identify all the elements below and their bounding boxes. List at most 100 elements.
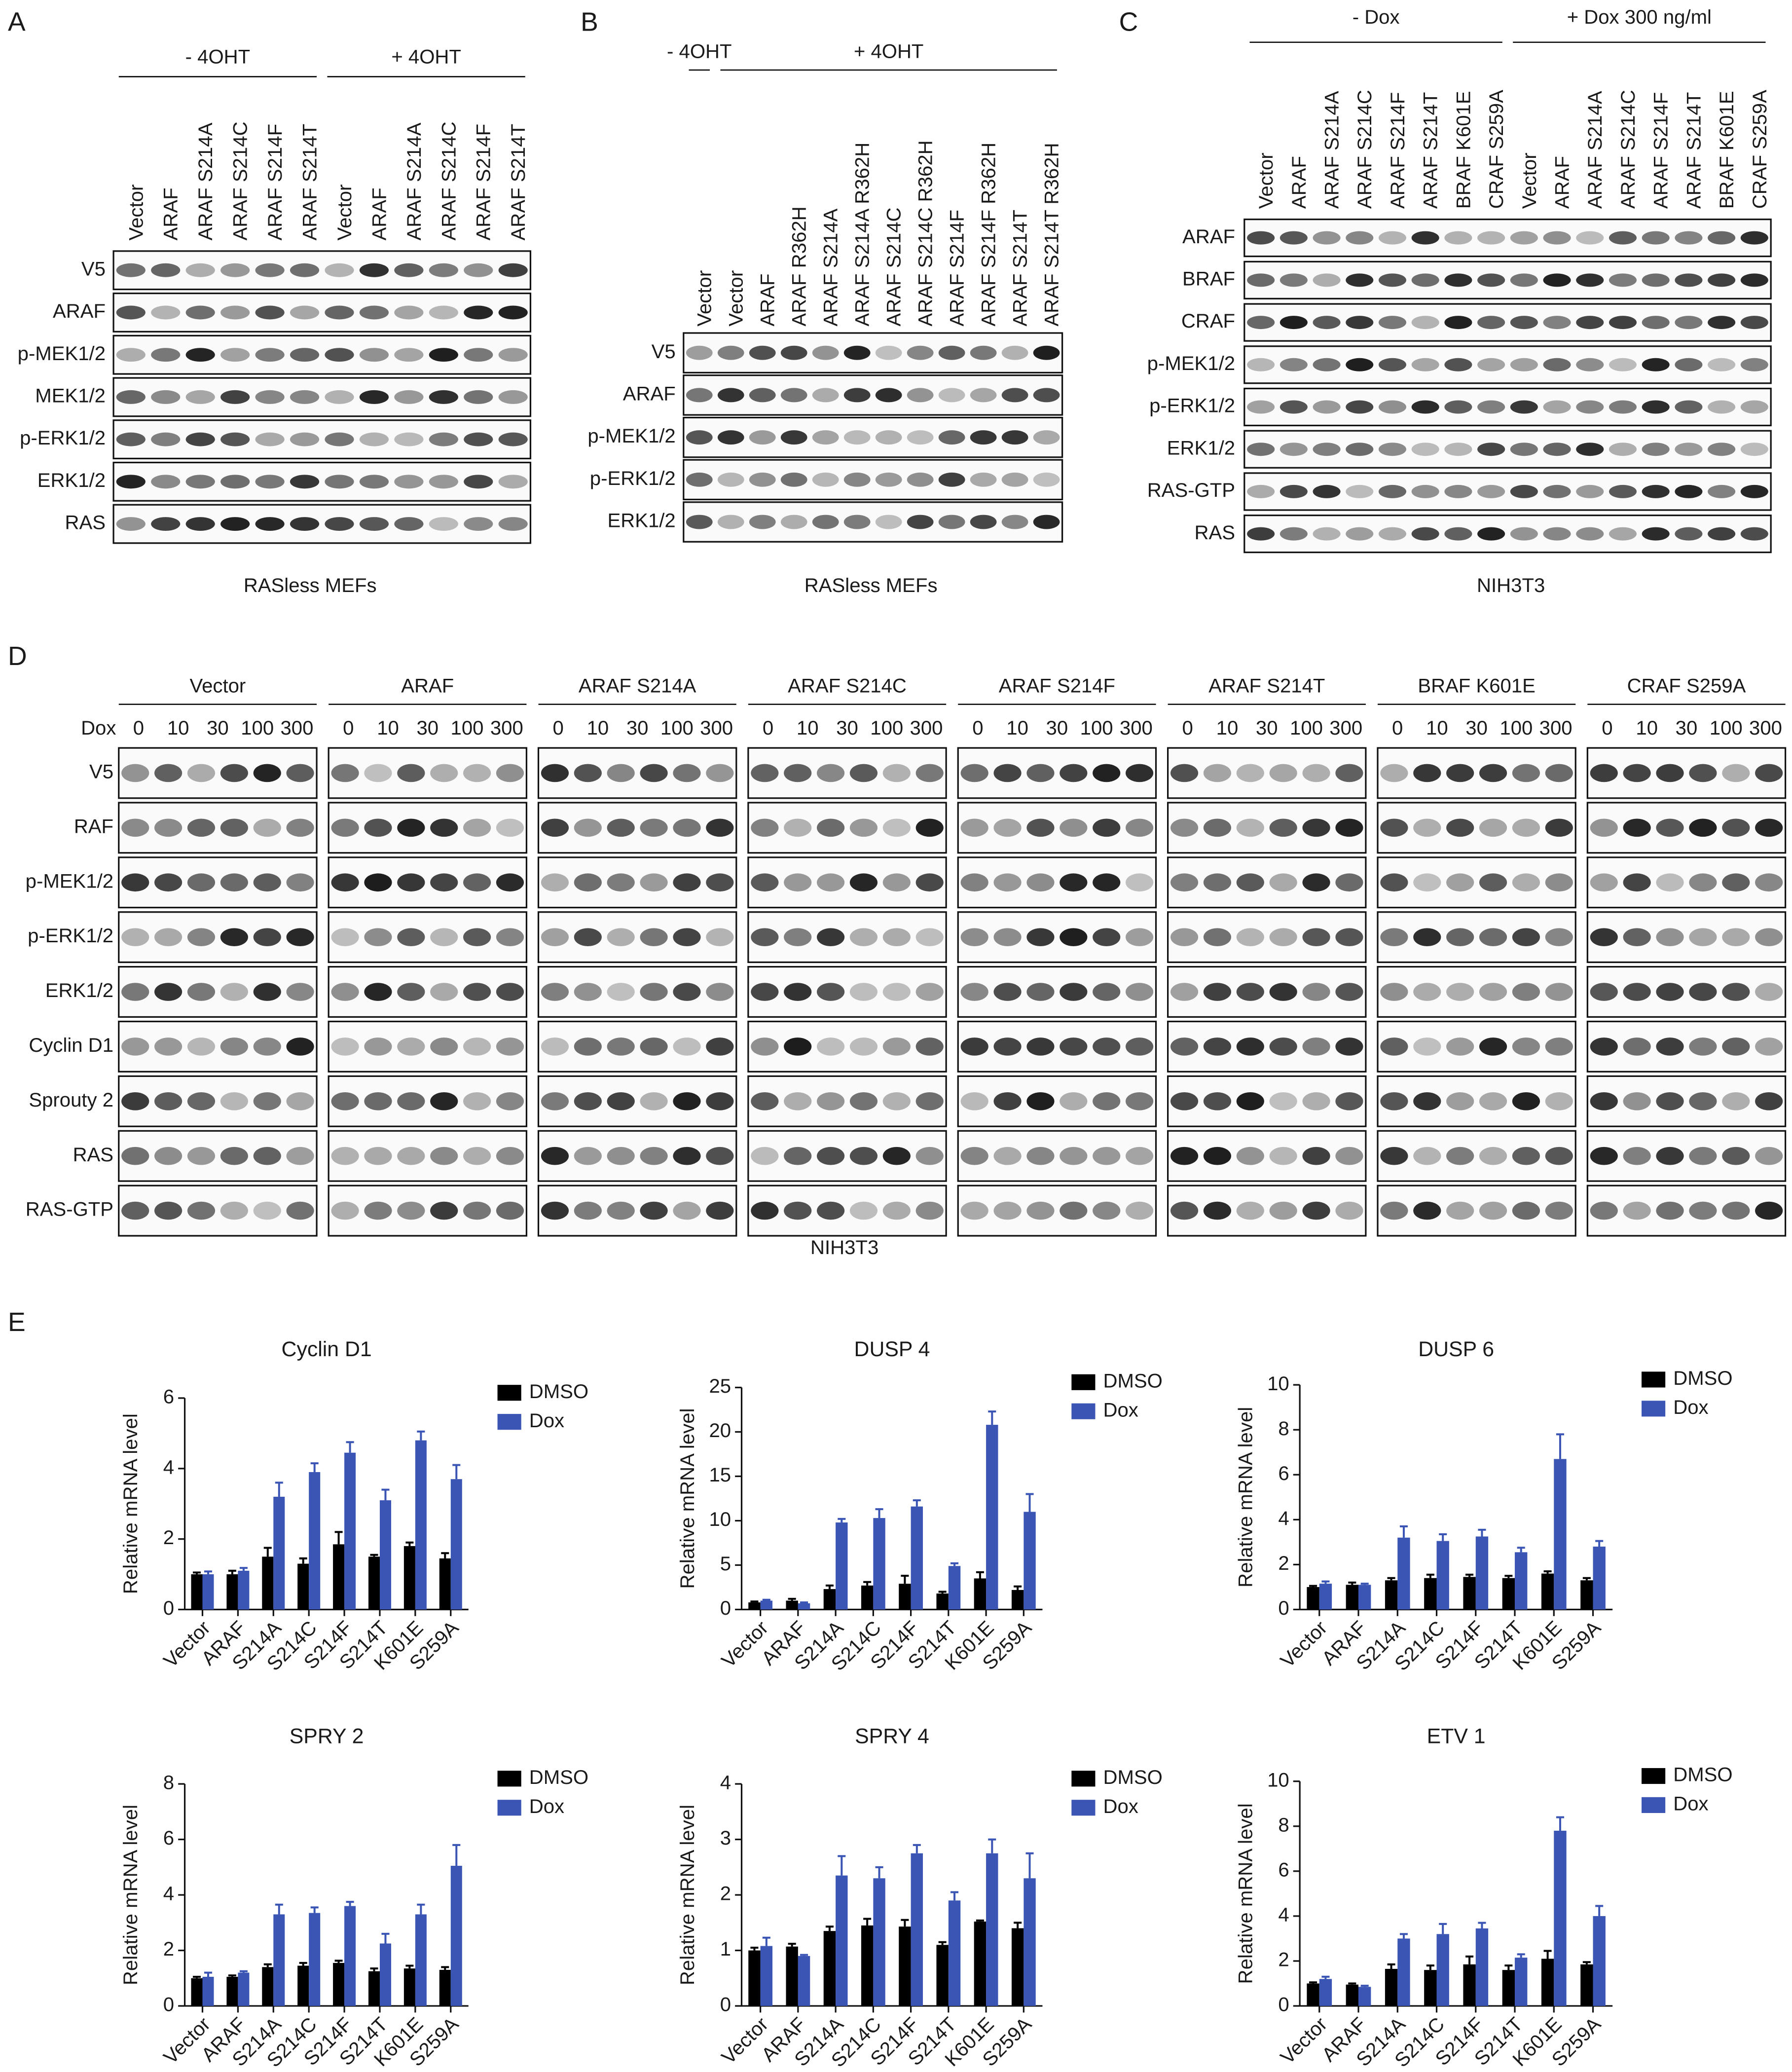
row-label: p-ERK1/2: [28, 925, 113, 947]
blot-band: [784, 873, 812, 892]
blot-band: [993, 818, 1022, 837]
row-label: V5: [89, 761, 113, 783]
x-tick-label: Vector: [717, 2013, 772, 2068]
blot-band: [686, 515, 713, 529]
bar: [450, 1479, 462, 1610]
blot-band: [397, 764, 425, 782]
blot-band: [1346, 527, 1374, 541]
group-label: - 4OHT: [667, 40, 731, 63]
blot-frame: [328, 1075, 528, 1127]
dose-tick: 30: [1465, 717, 1488, 739]
bar: [1463, 1577, 1476, 1610]
lane-label: BRAF K601E: [1716, 91, 1738, 209]
bar: [948, 1900, 961, 2006]
blot-band: [325, 475, 354, 489]
blot-frame: [118, 747, 318, 799]
bar: [873, 1518, 885, 1610]
y-tick-label: 10: [1267, 1769, 1289, 1791]
blot-band: [1346, 484, 1374, 498]
lane-label: ARAF S214A: [1584, 91, 1606, 209]
blot-band: [1093, 983, 1121, 1001]
blot-band: [1755, 1201, 1783, 1220]
dose-tick: 300: [1120, 717, 1153, 739]
blot-band: [1313, 443, 1341, 456]
row-label: p-ERK1/2: [20, 427, 106, 449]
blot-band: [541, 928, 569, 946]
blot-band: [574, 873, 602, 892]
panel-label: B: [581, 7, 598, 37]
blot-band: [1125, 1201, 1154, 1220]
blot-band: [1060, 1037, 1088, 1056]
bar: [1554, 1830, 1567, 2006]
bar: [379, 1500, 391, 1610]
lane-label: ARAF S214F: [473, 124, 495, 241]
bar: [1385, 1580, 1398, 1610]
blot-band: [1576, 484, 1604, 498]
bar: [748, 1950, 761, 2006]
blot-band: [397, 928, 425, 946]
blot-frame: [1167, 911, 1367, 963]
blot-band: [1269, 928, 1297, 946]
blot-frame: [747, 1075, 947, 1127]
blot-band: [915, 928, 944, 946]
blot-band: [1642, 527, 1670, 541]
blot-frame: [1167, 1130, 1367, 1182]
blot-band: [1642, 231, 1670, 245]
bar: [873, 1878, 885, 2006]
blot-band: [1170, 983, 1199, 1001]
lane-label: ARAF: [1551, 156, 1573, 209]
blot-band: [1280, 231, 1308, 245]
blot-band: [706, 764, 734, 782]
blot-band: [541, 1092, 569, 1110]
dose-tick: 30: [207, 717, 229, 739]
blot-band: [496, 983, 524, 1001]
panel-caption: NIH3T3: [1477, 574, 1545, 596]
blot-band: [751, 873, 779, 892]
blot-band: [1609, 400, 1637, 414]
blot-band: [325, 432, 354, 446]
blot-band: [780, 472, 807, 487]
blot-band: [1689, 764, 1717, 782]
blot-band: [1675, 400, 1703, 414]
blot-band: [1477, 400, 1505, 414]
blot-band: [1346, 358, 1374, 371]
blot-band: [1001, 472, 1028, 487]
y-tick-label: 6: [1278, 1858, 1289, 1881]
bar: [760, 1600, 773, 1610]
blot-band: [1689, 928, 1717, 946]
lane-label: ARAF: [757, 273, 779, 326]
dose-tick: 100: [451, 717, 484, 739]
blot-band: [290, 263, 320, 277]
blot-band: [364, 1092, 392, 1110]
blot-band: [960, 983, 988, 1001]
legend-swatch: [497, 1414, 521, 1430]
bar: [1011, 1590, 1024, 1610]
blot-band: [394, 390, 424, 404]
y-tick-label: 6: [163, 1827, 174, 1849]
blot-band: [1479, 1201, 1507, 1220]
blot-band: [1512, 1092, 1540, 1110]
blot-frame: [112, 334, 532, 375]
blot-band: [1623, 1147, 1651, 1165]
dose-tick: 30: [1676, 717, 1698, 739]
blot-band: [1510, 316, 1538, 330]
y-axis-label: Relative mRNA level: [1235, 1407, 1257, 1588]
blot-band: [255, 475, 285, 489]
dose-tick: 100: [870, 717, 903, 739]
blot-band: [1479, 1037, 1507, 1056]
blot-band: [290, 432, 320, 446]
blot-band: [364, 1147, 392, 1165]
blot-frame: [683, 374, 1063, 416]
blot-band: [1280, 484, 1308, 498]
blot-band: [1755, 928, 1783, 946]
blot-band: [993, 1201, 1022, 1220]
blot-band: [1722, 1092, 1750, 1110]
blot-band: [185, 475, 215, 489]
dose-tick: 10: [1426, 717, 1448, 739]
lane-label: Vector: [694, 270, 716, 327]
blot-band: [1543, 484, 1571, 498]
blot-band: [151, 432, 181, 446]
blot-band: [154, 1201, 183, 1220]
blot-frame: [747, 856, 947, 909]
blot-band: [1033, 388, 1060, 403]
